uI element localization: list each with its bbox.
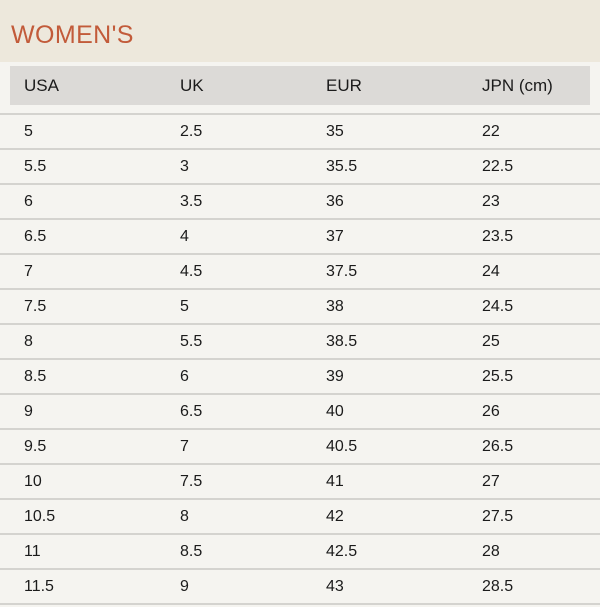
- cell-eur: 40.5: [326, 437, 358, 455]
- table-body: 5 2.5 35 22 5.5 3 35.5 22.5 6 3.5 36 23 6.5 4 37 23.5 7 4…: [0, 113, 600, 605]
- cell-jpn: 28: [482, 542, 500, 560]
- column-header-usa: USA: [24, 75, 59, 95]
- table-row: 9.5 7 40.5 26.5: [0, 430, 600, 465]
- column-header-jpn: JPN (cm): [482, 75, 553, 95]
- cell-usa: 5.5: [24, 157, 47, 175]
- cell-usa: 6: [24, 192, 33, 210]
- cell-usa: 8.5: [24, 367, 47, 385]
- cell-uk: 3.5: [180, 192, 203, 210]
- table-row: 8 5.5 38.5 25: [0, 325, 600, 360]
- table-row: 9 6.5 40 26: [0, 395, 600, 430]
- table-row: 8.5 6 39 25.5: [0, 360, 600, 395]
- cell-uk: 2.5: [180, 122, 203, 140]
- cell-uk: 4.5: [180, 262, 203, 280]
- cell-eur: 35.5: [326, 157, 358, 175]
- cell-jpn: 22.5: [482, 157, 514, 175]
- cell-uk: 4: [180, 227, 189, 245]
- cell-uk: 6: [180, 367, 189, 385]
- cell-jpn: 24: [482, 262, 500, 280]
- column-header-uk: UK: [180, 75, 204, 95]
- table-row: 11 8.5 42.5 28: [0, 535, 600, 570]
- cell-eur: 36: [326, 192, 344, 210]
- cell-usa: 10: [24, 472, 42, 490]
- table-row: 5 2.5 35 22: [0, 115, 600, 150]
- table-row: 6 3.5 36 23: [0, 185, 600, 220]
- cell-eur: 40: [326, 402, 344, 420]
- table-row: 7 4.5 37.5 24: [0, 255, 600, 290]
- cell-uk: 7: [180, 437, 189, 455]
- cell-jpn: 28.5: [482, 577, 514, 595]
- cell-jpn: 23.5: [482, 227, 514, 245]
- cell-uk: 5: [180, 297, 189, 315]
- cell-jpn: 27.5: [482, 507, 514, 525]
- cell-uk: 6.5: [180, 402, 203, 420]
- cell-eur: 43: [326, 577, 344, 595]
- cell-eur: 37.5: [326, 262, 358, 280]
- cell-uk: 8.5: [180, 542, 203, 560]
- cell-uk: 7.5: [180, 472, 203, 490]
- table-row: 10 7.5 41 27: [0, 465, 600, 500]
- cell-usa: 7: [24, 262, 33, 280]
- cell-uk: 3: [180, 157, 189, 175]
- cell-jpn: 24.5: [482, 297, 514, 315]
- cell-uk: 5.5: [180, 332, 203, 350]
- cell-usa: 11: [24, 542, 41, 560]
- cell-eur: 42.5: [326, 542, 358, 560]
- size-conversion-table: USA UK EUR JPN (cm) 5 2.5 35 22 5.5 3 35.5 22.5…: [0, 66, 600, 605]
- cell-usa: 10.5: [24, 507, 56, 525]
- cell-eur: 38: [326, 297, 344, 315]
- table-row: 7.5 5 38 24.5: [0, 290, 600, 325]
- cell-usa: 9.5: [24, 437, 47, 455]
- cell-usa: 9: [24, 402, 33, 420]
- cell-jpn: 23: [482, 192, 500, 210]
- table-row: 6.5 4 37 23.5: [0, 220, 600, 255]
- cell-jpn: 25.5: [482, 367, 514, 385]
- table-row: 11.5 9 43 28.5: [0, 570, 600, 605]
- table-header-row: USA UK EUR JPN (cm): [0, 66, 600, 105]
- cell-eur: 41: [326, 472, 344, 490]
- cell-usa: 11.5: [24, 577, 54, 595]
- table-row: 10.5 8 42 27.5: [0, 500, 600, 535]
- cell-usa: 8: [24, 332, 33, 350]
- cell-eur: 38.5: [326, 332, 358, 350]
- cell-eur: 39: [326, 367, 344, 385]
- banner: WOMEN'S: [0, 0, 600, 62]
- cell-jpn: 26.5: [482, 437, 514, 455]
- table-row: 5.5 3 35.5 22.5: [0, 150, 600, 185]
- page-title: WOMEN'S: [11, 21, 134, 49]
- cell-uk: 9: [180, 577, 189, 595]
- cell-uk: 8: [180, 507, 189, 525]
- cell-usa: 7.5: [24, 297, 47, 315]
- column-header-eur: EUR: [326, 75, 362, 95]
- cell-jpn: 27: [482, 472, 500, 490]
- cell-usa: 6.5: [24, 227, 47, 245]
- cell-jpn: 25: [482, 332, 500, 350]
- cell-jpn: 22: [482, 122, 500, 140]
- cell-usa: 5: [24, 122, 33, 140]
- cell-eur: 35: [326, 122, 344, 140]
- cell-eur: 42: [326, 507, 344, 525]
- cell-eur: 37: [326, 227, 344, 245]
- cell-jpn: 26: [482, 402, 500, 420]
